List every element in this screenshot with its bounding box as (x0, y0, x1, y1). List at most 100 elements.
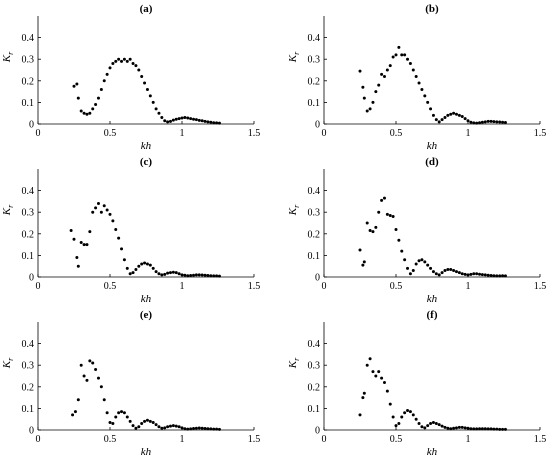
y-tick-label: 0.2 (308, 229, 321, 240)
data-point (120, 59, 124, 63)
data-point (437, 423, 441, 427)
y-tick-label: 0.4 (22, 186, 35, 197)
data-point (189, 427, 193, 431)
data-point (434, 272, 438, 276)
data-point (105, 72, 109, 76)
data-point (88, 111, 92, 115)
y-tick-label: 0.3 (22, 55, 35, 66)
data-point (420, 258, 424, 262)
data-point (163, 272, 167, 276)
data-point (143, 419, 147, 423)
data-point (111, 219, 115, 223)
data-point (85, 112, 89, 116)
data-point (154, 423, 158, 427)
data-point (380, 72, 384, 76)
data-point (137, 264, 141, 268)
data-point (449, 427, 453, 431)
x-tick-label: 1.5 (248, 128, 261, 139)
y-tick-label: 0.2 (22, 382, 35, 393)
data-point (71, 413, 75, 417)
data-point (371, 230, 375, 234)
data-point (194, 273, 198, 277)
data-point (414, 74, 418, 78)
y-tick-label: 0 (315, 120, 320, 131)
data-point (417, 259, 421, 263)
x-tick-label: 1 (466, 128, 471, 139)
data-point (457, 113, 461, 117)
data-point (174, 424, 178, 428)
data-point (137, 68, 141, 72)
data-point (406, 57, 410, 61)
panel-title: (b) (425, 3, 439, 15)
data-point (91, 107, 95, 111)
data-point (131, 62, 135, 66)
y-axis-label: Kr (287, 51, 301, 63)
y-tick-label: 0.3 (308, 55, 321, 66)
x-tick-label: 1 (180, 434, 185, 445)
data-point (117, 411, 121, 415)
panel-d: (d) 0 0.5 1 1.5 0 0.1 0.2 0.3 0.4 kh Kr (287, 156, 546, 305)
data-point (96, 202, 100, 206)
data-point (406, 409, 410, 413)
data-point (371, 100, 375, 104)
data-point (501, 120, 505, 124)
data-point (122, 57, 126, 61)
data-point (131, 271, 135, 275)
data-point (88, 359, 92, 363)
data-point (203, 119, 207, 123)
data-point (446, 426, 450, 430)
y-axis-label: Kr (1, 204, 15, 216)
x-tick-label: 1 (180, 281, 185, 292)
data-point (99, 87, 103, 91)
data-point (492, 274, 496, 278)
data-point (368, 357, 372, 361)
data-point (120, 247, 124, 251)
data-point (457, 425, 461, 429)
data-point (437, 120, 441, 124)
data-point (171, 270, 175, 274)
data-point (102, 398, 106, 402)
data-point (374, 225, 378, 229)
data-point (472, 272, 476, 276)
data-point (143, 261, 147, 265)
data-point (469, 272, 473, 276)
data-point (478, 121, 482, 125)
data-point (449, 112, 453, 116)
data-point (194, 118, 198, 122)
y-tick-label: 0.1 (308, 404, 321, 415)
data-point (128, 419, 132, 423)
data-point (382, 380, 386, 384)
data-point (166, 425, 170, 429)
data-point (79, 363, 83, 367)
data-point (403, 258, 407, 262)
y-tick-label: 0.3 (308, 208, 321, 219)
data-point (501, 427, 505, 431)
data-point (426, 100, 430, 104)
data-point (457, 271, 461, 275)
data-point (148, 263, 152, 267)
data-point (423, 426, 427, 430)
data-point (361, 85, 365, 89)
data-point (168, 271, 172, 275)
data-point (377, 83, 381, 87)
y-axis-label: Kr (1, 51, 15, 63)
data-point (478, 272, 482, 276)
data-point (368, 229, 372, 233)
data-point (125, 59, 129, 63)
data-point (99, 385, 103, 389)
data-point (140, 74, 144, 78)
data-point (489, 119, 493, 123)
data-point (209, 274, 213, 278)
data-point (452, 111, 456, 115)
data-point (82, 374, 86, 378)
data-point (88, 230, 92, 234)
data-point (486, 273, 490, 277)
data-point (157, 111, 161, 115)
data-point (154, 270, 158, 274)
y-axis-label: Kr (287, 204, 301, 216)
data-point (160, 116, 164, 120)
panel-e: (e) 0 0.5 1 1.5 0 0.1 0.2 0.3 0.4 kh Kr (1, 309, 260, 458)
y-tick-label: 0.1 (308, 98, 321, 109)
data-point (361, 396, 365, 400)
data-point (157, 272, 161, 276)
